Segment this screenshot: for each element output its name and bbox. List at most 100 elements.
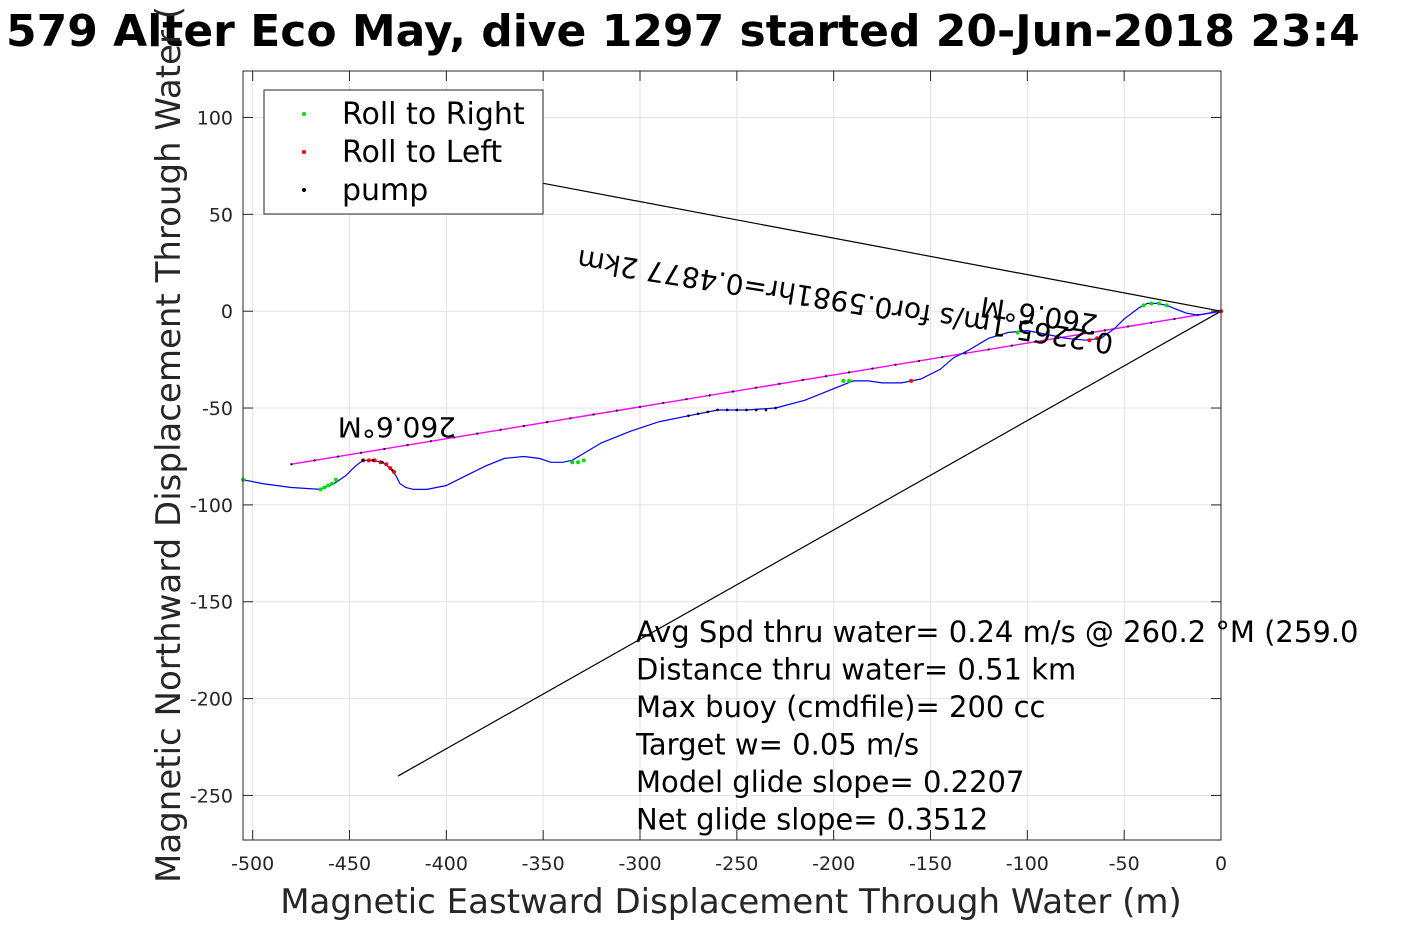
x-tick-label: -400 xyxy=(425,853,468,875)
y-tick-label: -50 xyxy=(202,398,233,420)
roll-right-point xyxy=(326,483,331,488)
heading-marker xyxy=(476,432,479,435)
roll-right-point xyxy=(1164,303,1169,308)
roll-right-point xyxy=(322,485,327,490)
roll-right-point xyxy=(1141,303,1146,308)
x-tick-label: -300 xyxy=(618,853,661,875)
pump-point xyxy=(361,459,365,462)
axis-ticks: -500 -450 -400 -350 -300 -250 -200 -150 -100 -50 0… xyxy=(190,71,1227,875)
roll-right-point xyxy=(1015,330,1020,335)
heading-marker xyxy=(778,382,781,385)
heading-marker xyxy=(1080,333,1083,336)
heading-marker xyxy=(1173,317,1176,320)
pump-point xyxy=(774,406,777,410)
heading-marker xyxy=(360,451,363,454)
y-tick-label: 50 xyxy=(209,204,233,226)
heading-marker xyxy=(917,359,920,363)
roll-left-point xyxy=(1087,338,1092,343)
heading-marker xyxy=(383,447,386,451)
heading-marker xyxy=(685,398,688,401)
heading-marker xyxy=(313,459,316,462)
roll-right-point xyxy=(330,481,335,486)
heading-marker xyxy=(848,371,851,374)
roll-right-point xyxy=(576,460,581,465)
roll-left-point xyxy=(909,378,914,383)
pump-point xyxy=(735,408,739,412)
pump-point xyxy=(725,408,729,412)
heading-marker xyxy=(569,417,572,420)
x-tick-label: -200 xyxy=(812,853,855,875)
roll-right-point xyxy=(847,378,852,383)
roll-left-point xyxy=(378,460,383,465)
x-tick-label: 0 xyxy=(1215,853,1227,875)
heading-marker xyxy=(894,363,897,366)
heading-marker xyxy=(522,424,525,428)
legend-marker xyxy=(302,112,306,116)
pump-point xyxy=(371,459,375,462)
heading-marker xyxy=(824,375,828,378)
axes-box xyxy=(242,70,1222,841)
heading-marker xyxy=(708,394,711,397)
heading-marker xyxy=(638,405,642,408)
roll-left-point xyxy=(384,462,389,467)
heading-marker xyxy=(1103,329,1106,332)
wedge-line xyxy=(397,310,1222,777)
heading-marker xyxy=(871,367,874,370)
y-tick-label: -150 xyxy=(190,592,233,614)
roll-left-point xyxy=(388,466,393,471)
roll-right-point xyxy=(841,378,846,383)
roll-left-point xyxy=(392,469,397,474)
x-tick-label: -100 xyxy=(1006,853,1049,875)
heading-marker xyxy=(592,413,595,416)
heading-label: 260.6°M xyxy=(338,411,456,444)
x-axis-label: Magnetic Eastward Displacement Through W… xyxy=(280,882,1182,922)
x-tick-label: -350 xyxy=(522,853,565,875)
heading-marker xyxy=(662,401,665,405)
heading-marker xyxy=(755,386,758,389)
pump-point xyxy=(716,408,719,412)
heading-marker xyxy=(452,436,456,439)
y-axis-label: Magnetic Northward Displacement Through … xyxy=(149,6,189,883)
roll-right-point xyxy=(333,477,338,482)
heading-marker xyxy=(290,463,293,466)
wedge-line xyxy=(543,182,1222,312)
chart-title: 579 Alter Eco May, dive 1297 started 20-… xyxy=(6,6,1360,57)
legend-label: pump xyxy=(342,173,428,208)
heading-marker xyxy=(336,455,339,458)
roll-right-point xyxy=(1149,301,1154,306)
heading-marker xyxy=(545,421,549,424)
pump-point xyxy=(390,468,394,472)
pump-point xyxy=(696,412,700,416)
x-tick-label: -450 xyxy=(328,853,371,875)
roll-right-point xyxy=(318,487,323,492)
x-tick-label: -150 xyxy=(909,853,952,875)
stats-line: Max buoy (cmdfile)= 200 cc xyxy=(636,690,1045,724)
legend-marker xyxy=(302,188,306,192)
stats-line: Model glide slope= 0.2207 xyxy=(636,765,1024,799)
heading-marker xyxy=(1010,344,1013,347)
y-tick-label: -250 xyxy=(190,785,233,807)
y-tick-label: 100 xyxy=(197,107,233,129)
heading-marker xyxy=(429,440,432,443)
legend-label: Roll to Left xyxy=(342,135,502,170)
pump-point xyxy=(754,408,758,412)
y-tick-label: -100 xyxy=(190,495,233,517)
roll-right-point xyxy=(1157,301,1162,306)
legend-label: Roll to Right xyxy=(342,97,525,132)
pump-point xyxy=(764,408,768,412)
roll-left-point xyxy=(372,458,377,463)
pump-point xyxy=(687,414,690,418)
heading-marker xyxy=(1033,340,1037,343)
heading-marker xyxy=(941,355,944,359)
stats-line: Avg Spd thru water= 0.24 m/s @ 260.2 °M … xyxy=(636,615,1358,649)
legend-marker xyxy=(302,150,306,154)
heading-marker xyxy=(615,409,618,412)
stats-line: Net glide slope= 0.3512 xyxy=(636,803,988,837)
stats-annotations: Avg Spd thru water= 0.24 m/s @ 260.2 °M … xyxy=(635,615,1358,837)
x-tick-label: -250 xyxy=(715,853,758,875)
x-tick-label: -500 xyxy=(231,853,274,875)
legend-box xyxy=(263,89,544,215)
pump-point xyxy=(706,410,710,414)
